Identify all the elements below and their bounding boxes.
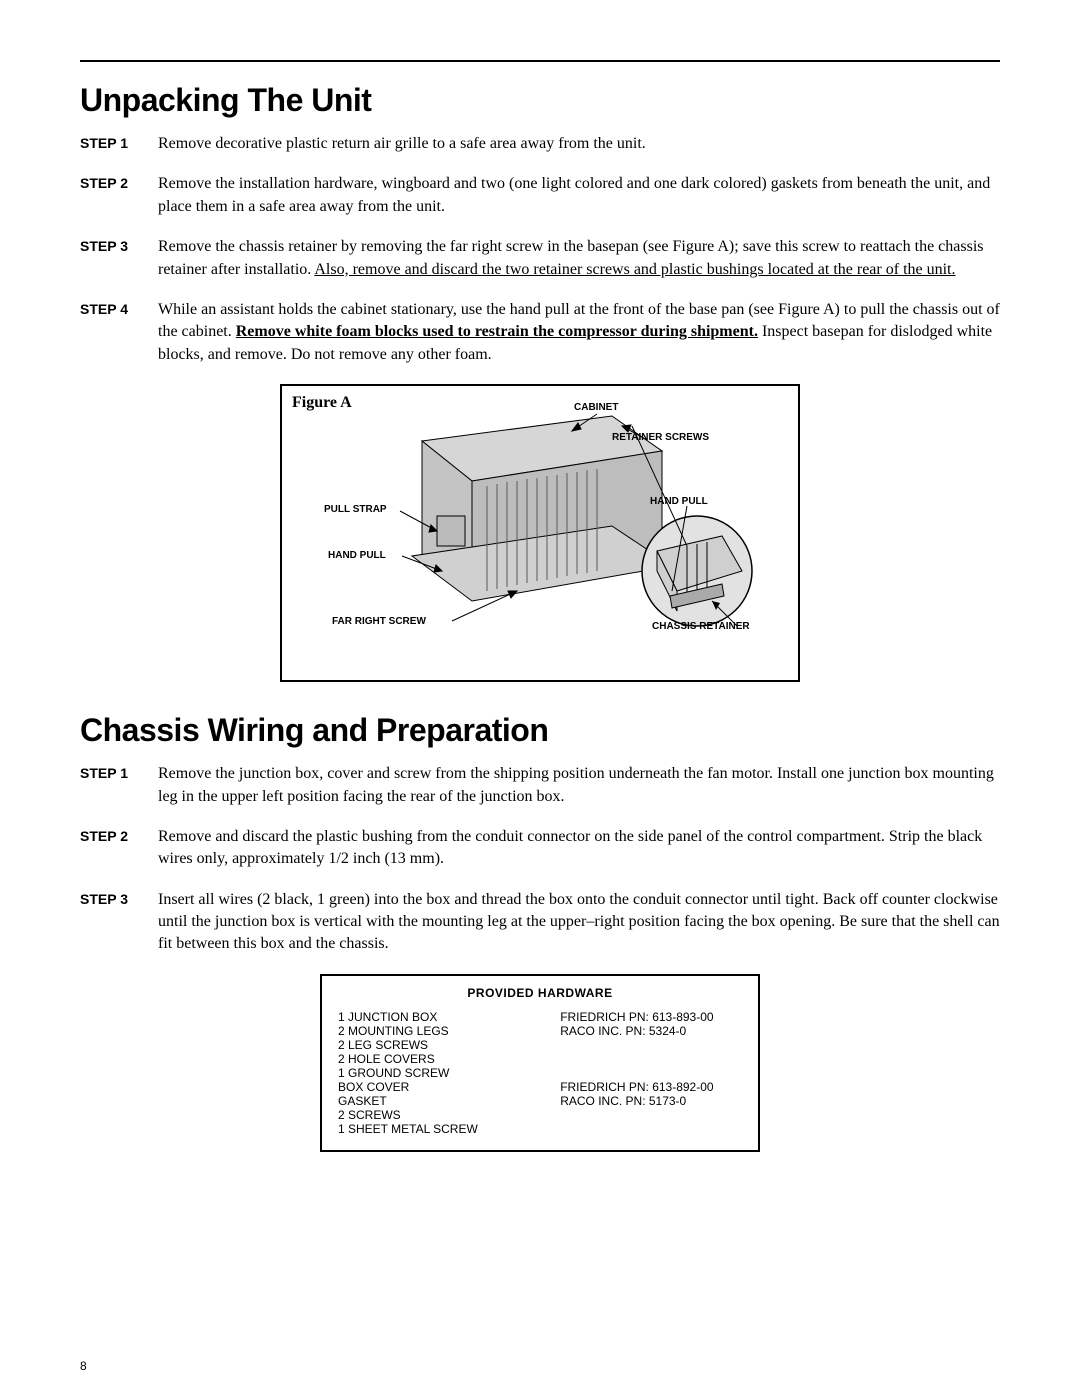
label-far-right-screw: FAR RIGHT SCREW bbox=[332, 616, 426, 627]
hw-pn: RACO INC. PN: 5173-0 bbox=[560, 1094, 742, 1108]
step-label: STEP 3 bbox=[80, 236, 158, 281]
hw-item: 2 SCREWS bbox=[338, 1108, 560, 1122]
step-text: Remove the installation hardware, wingbo… bbox=[158, 173, 1000, 218]
label-hand-pull-left: HAND PULL bbox=[328, 550, 386, 561]
hw-item: 1 GROUND SCREW bbox=[338, 1066, 560, 1080]
step-text: Remove decorative plastic return air gri… bbox=[158, 133, 1000, 155]
step-text: Remove the junction box, cover and screw… bbox=[158, 763, 1000, 808]
hw-item: 1 SHEET METAL SCREW bbox=[338, 1122, 560, 1136]
hw-pn bbox=[560, 1122, 742, 1136]
hardware-rows: 1 JUNCTION BOXFRIEDRICH PN: 613-893-00 2… bbox=[338, 1010, 742, 1136]
top-rule bbox=[80, 60, 1000, 62]
hw-pn: FRIEDRICH PN: 613-892-00 bbox=[560, 1080, 742, 1094]
label-chassis-retainer: CHASSIS RETAINER bbox=[652, 621, 750, 632]
step-label: STEP 1 bbox=[80, 133, 158, 155]
step-label: STEP 1 bbox=[80, 763, 158, 808]
section-heading-unpacking: Unpacking The Unit bbox=[80, 82, 1000, 119]
hw-item: 2 HOLE COVERS bbox=[338, 1052, 560, 1066]
step-text: While an assistant holds the cabinet sta… bbox=[158, 299, 1000, 366]
step-text: Remove and discard the plastic bushing f… bbox=[158, 826, 1000, 871]
step-label: STEP 3 bbox=[80, 889, 158, 956]
step-row: STEP 1 Remove decorative plastic return … bbox=[80, 133, 1000, 155]
step-text: Insert all wires (2 black, 1 green) into… bbox=[158, 889, 1000, 956]
hw-pn: RACO INC. PN: 5324-0 bbox=[560, 1024, 742, 1038]
step-row: STEP 2 Remove and discard the plastic bu… bbox=[80, 826, 1000, 871]
hw-item: 2 LEG SCREWS bbox=[338, 1038, 560, 1052]
page-number: 8 bbox=[80, 1359, 87, 1373]
hw-item: BOX COVER bbox=[338, 1080, 560, 1094]
label-pull-strap: PULL STRAP bbox=[324, 504, 387, 515]
section-heading-chassis: Chassis Wiring and Preparation bbox=[80, 712, 1000, 749]
provided-hardware-title: PROVIDED HARDWARE bbox=[338, 986, 742, 1000]
figure-a-stage: CABINET RETAINER SCREWS HAND PULL PULL S… bbox=[292, 396, 788, 666]
step-text: Remove the chassis retainer by removing … bbox=[158, 236, 1000, 281]
step-row: STEP 1 Remove the junction box, cover an… bbox=[80, 763, 1000, 808]
hw-item: 2 MOUNTING LEGS bbox=[338, 1024, 560, 1038]
section2-steps: STEP 1 Remove the junction box, cover an… bbox=[80, 763, 1000, 956]
step-row: STEP 2 Remove the installation hardware,… bbox=[80, 173, 1000, 218]
label-retainer-screws: RETAINER SCREWS bbox=[612, 432, 709, 443]
hw-pn bbox=[560, 1108, 742, 1122]
hw-item: 1 JUNCTION BOX bbox=[338, 1010, 560, 1024]
step-row: STEP 3 Insert all wires (2 black, 1 gree… bbox=[80, 889, 1000, 956]
document-page: Unpacking The Unit STEP 1 Remove decorat… bbox=[0, 0, 1080, 1397]
figure-a-box: Figure A bbox=[280, 384, 800, 682]
label-cabinet: CABINET bbox=[574, 402, 618, 413]
step-label: STEP 2 bbox=[80, 826, 158, 871]
step-label: STEP 2 bbox=[80, 173, 158, 218]
label-hand-pull-right: HAND PULL bbox=[650, 496, 708, 507]
provided-hardware-box: PROVIDED HARDWARE 1 JUNCTION BOXFRIEDRIC… bbox=[320, 974, 760, 1152]
hw-pn bbox=[560, 1038, 742, 1052]
hw-pn: FRIEDRICH PN: 613-893-00 bbox=[560, 1010, 742, 1024]
step-row: STEP 3 Remove the chassis retainer by re… bbox=[80, 236, 1000, 281]
hw-pn bbox=[560, 1066, 742, 1080]
section1-steps: STEP 1 Remove decorative plastic return … bbox=[80, 133, 1000, 366]
hw-item: GASKET bbox=[338, 1094, 560, 1108]
hw-pn bbox=[560, 1052, 742, 1066]
step-label: STEP 4 bbox=[80, 299, 158, 366]
step-row: STEP 4 While an assistant holds the cabi… bbox=[80, 299, 1000, 366]
